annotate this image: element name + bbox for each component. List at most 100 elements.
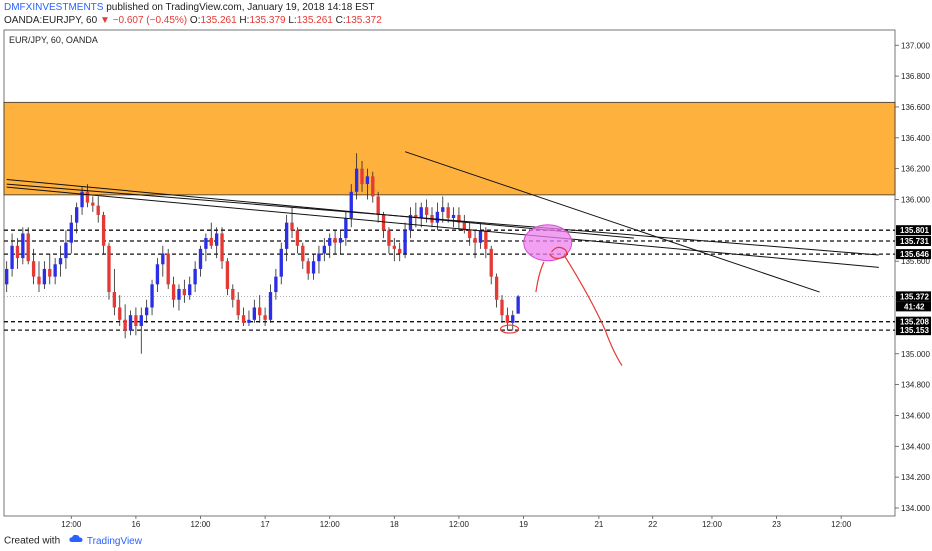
publish-info: published on TradingView.com, January 19… [103, 2, 375, 13]
candle-body [15, 245, 20, 259]
candle-body [392, 245, 396, 249]
candle-body [42, 268, 47, 285]
candle-body [75, 207, 79, 223]
candle-body [349, 191, 353, 219]
candle-body [414, 214, 418, 219]
dashed-levels[interactable] [4, 229, 895, 331]
price-tick-label: 136.000 [901, 196, 930, 205]
tradingview-brand[interactable]: TradingView [86, 535, 142, 547]
candle-body [144, 307, 149, 316]
candle-body [48, 268, 52, 277]
time-tick-label: 22 [648, 520, 657, 529]
level-price-label-bg [896, 316, 931, 327]
high-label: H: [236, 15, 250, 26]
annotation-up-stroke [535, 261, 545, 293]
ohlc-line: OANDA:EURJPY, 60 ▼ −0.607 (−0.45%) O:135… [4, 15, 932, 27]
price-tick-label: 135.000 [901, 350, 930, 359]
level-price-label: 135.153 [900, 326, 929, 335]
author-link[interactable]: DMFXINVESTMENTS [4, 2, 104, 13]
candle-body [231, 288, 235, 300]
candle-body [328, 238, 332, 246]
candle-body [214, 233, 219, 246]
candle-body [344, 218, 348, 239]
chart-title: EUR/JPY, 60, OANDA [9, 35, 98, 45]
time-tick-label: 12:00 [61, 520, 82, 529]
candle-body [134, 315, 138, 326]
level-price-label: 135.208 [900, 318, 929, 327]
candle-body [241, 315, 246, 323]
annotations[interactable] [499, 224, 623, 366]
candle-body [290, 222, 294, 231]
level-price-label: 135.646 [900, 250, 929, 259]
countdown-bg [896, 301, 931, 312]
candle-body [403, 230, 407, 254]
price-tick-label: 134.200 [901, 473, 930, 482]
candle-body [252, 307, 257, 320]
high-value: 135.379 [249, 15, 286, 26]
candle-body [408, 214, 413, 231]
candles [5, 153, 520, 354]
candle-body [31, 261, 36, 277]
candle-body [311, 261, 316, 274]
candle-body [204, 238, 208, 249]
candle-body [516, 296, 520, 314]
price-axis[interactable]: 137.000 136.800 136.600 136.400 136.200 136.0… [895, 41, 931, 513]
price-tick-label: 135.600 [901, 257, 930, 266]
candle-body [473, 238, 477, 243]
candle-body [441, 207, 445, 212]
publish-line: DMFXINVESTMENTS published on TradingView… [4, 2, 932, 14]
price-tick-label: 136.400 [901, 134, 930, 143]
candle-body [123, 319, 127, 331]
candle-body [268, 292, 273, 320]
highlight-ellipse [523, 224, 573, 262]
price-chart[interactable]: EUR/JPY, 60, OANDA 137.000 136.800 136.600… [0, 0, 932, 532]
candle-body [150, 284, 154, 308]
candle-body [468, 230, 472, 239]
candle-body [484, 230, 488, 249]
candle-body [263, 315, 267, 320]
resistance-zone[interactable] [3, 101, 896, 196]
time-tick-label: 12:00 [702, 520, 723, 529]
candle-body [128, 315, 133, 331]
time-axis[interactable]: 12:00 16 12:00 17 12:00 18 12:00 19 21 22 12:00 23 1… [61, 516, 852, 529]
candle-body [306, 261, 310, 274]
trendline [404, 151, 820, 293]
candle-body [258, 307, 262, 316]
trendlines[interactable] [6, 151, 879, 293]
time-tick-label: 23 [772, 520, 781, 529]
candle-body [419, 207, 423, 219]
low-value: 135.261 [296, 15, 333, 26]
candle-body [462, 222, 466, 231]
plot-frame [3, 29, 896, 517]
candle-body [64, 242, 68, 259]
candle-body [37, 276, 41, 285]
candle-body [161, 253, 165, 265]
candle-body [118, 307, 122, 320]
time-tick-label: 17 [261, 520, 270, 529]
level-price-label: 135.731 [900, 237, 929, 246]
candle-body [182, 288, 187, 296]
price-tick-label: 137.000 [901, 41, 930, 50]
candle-body [209, 238, 213, 246]
annotation-low-circle [499, 324, 520, 334]
candle-body [354, 168, 359, 192]
candle-body [80, 191, 84, 208]
symbol-label: OANDA:EURJPY, 60 [4, 15, 98, 26]
chart-header: DMFXINVESTMENTS published on TradingView… [0, 0, 932, 30]
time-tick-label: 12:00 [449, 520, 470, 529]
candle-body [225, 261, 230, 289]
footer: Created with TradingView [0, 532, 932, 550]
time-tick-label: 21 [594, 520, 603, 529]
candle-body [365, 176, 370, 185]
candle-body [398, 248, 402, 254]
level-price-label: 135.801 [900, 226, 929, 235]
candle-body [220, 233, 224, 262]
annotation-down-path [564, 256, 623, 366]
candle-body [338, 238, 343, 243]
candle-body [360, 168, 364, 185]
candle-body [91, 202, 95, 206]
candle-body [107, 245, 111, 293]
candle-body [155, 264, 160, 285]
level-price-label-bg [896, 235, 931, 246]
trendline [6, 178, 634, 239]
